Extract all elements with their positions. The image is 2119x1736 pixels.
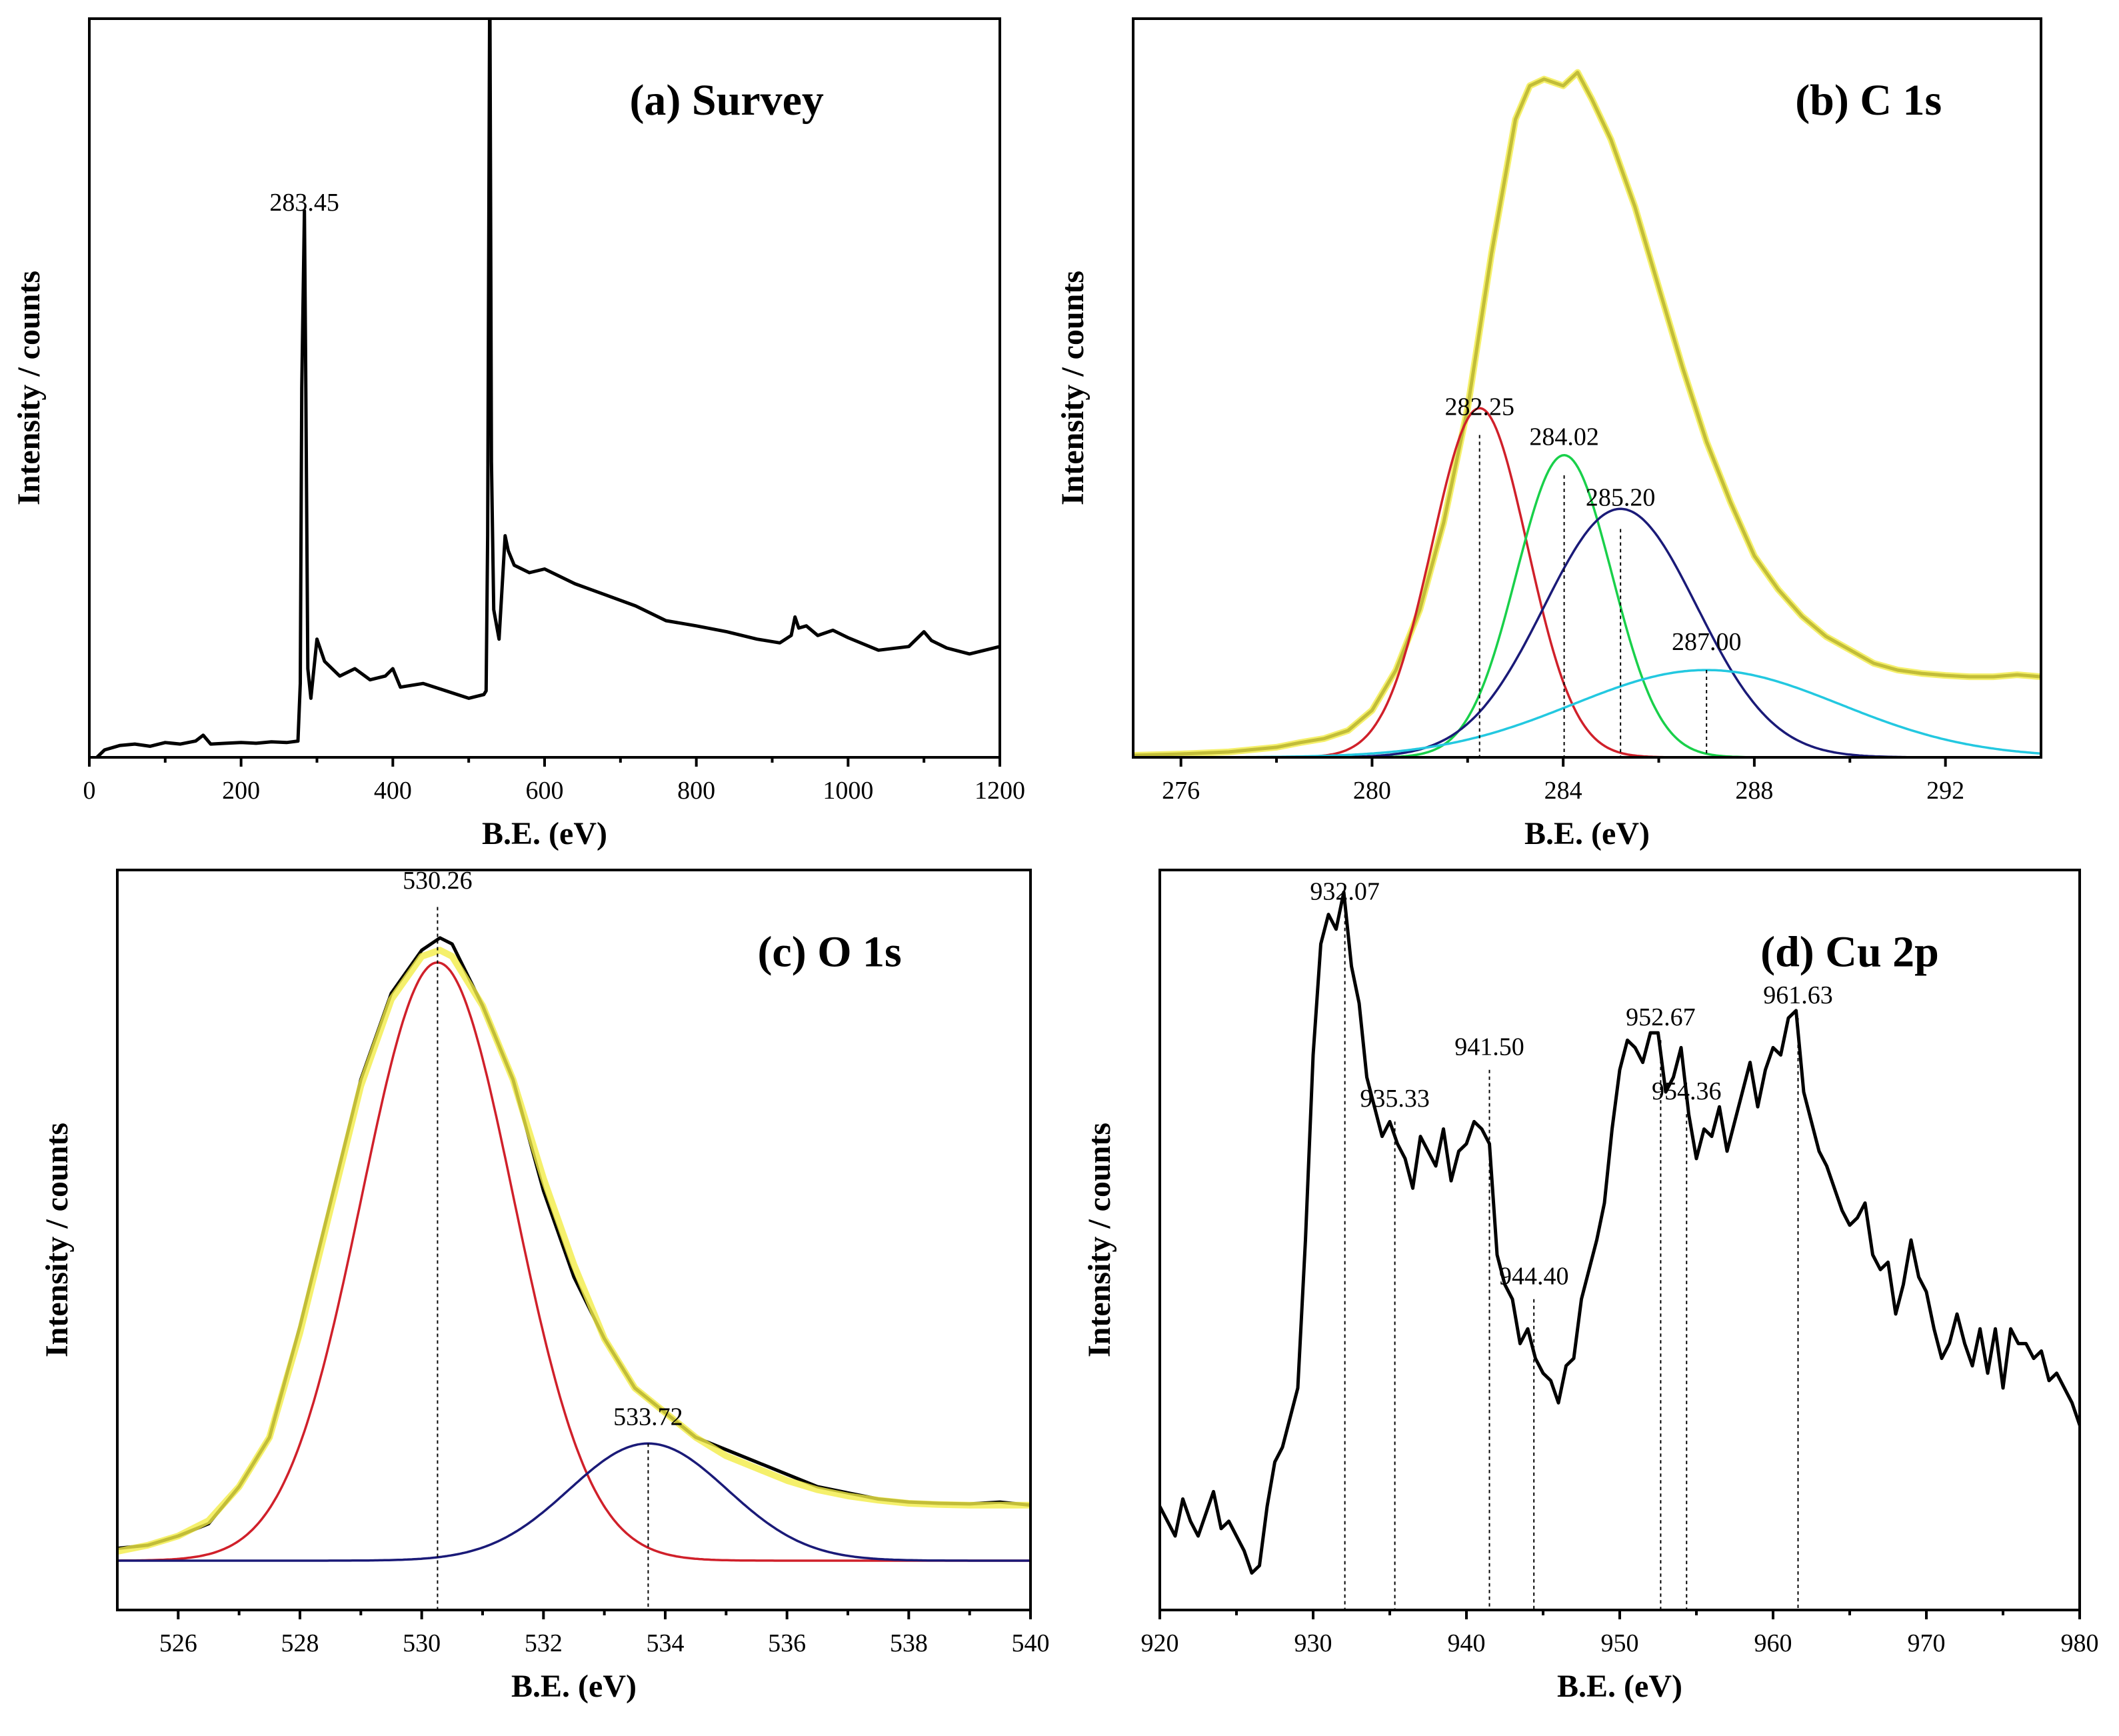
x-axis-title: B.E. (eV) [482,816,607,851]
peak-label: 944.40 [1499,1263,1569,1291]
x-tick-label: 534 [647,1629,685,1657]
y-axis-title: Intensity / counts [11,271,47,505]
series-line-peak2 [1133,453,2041,757]
x-tick-label: 960 [1754,1629,1792,1657]
plot-frame [116,869,1032,1611]
series-group [1133,69,2041,757]
x-tick-label: 920 [1141,1629,1179,1657]
peak-label: 284.02 [1529,423,1599,451]
series-line-survey [94,19,1000,757]
x-tick-label: 292 [1926,777,1964,805]
series-group [117,936,1031,1562]
plot-frame [1132,17,2042,759]
y-axis-title: Intensity / counts [1082,1123,1117,1357]
x-tick-label: 0 [83,777,96,805]
peak-label: 932.07 [1310,877,1380,905]
x-tick-label: 930 [1294,1629,1332,1657]
x-tick-label: 538 [890,1629,928,1657]
x-tick-label: 400 [374,777,412,805]
x-tick-label: 280 [1353,777,1391,805]
y-axis-title: Intensity / counts [39,1123,75,1357]
peak-label: 282.25 [1444,393,1514,421]
series-line-peak1 [117,961,1031,1562]
x-axis-title: B.E. (eV) [1557,1669,1682,1704]
peak-label: 961.63 [1763,981,1833,1009]
x-tick-label: 980 [2061,1629,2099,1657]
x-axis-title: B.E. (eV) [511,1669,637,1704]
peak-label: 287.00 [1672,628,1742,656]
x-tick-label: 970 [1908,1629,1946,1657]
peak-label: 285.20 [1586,483,1656,511]
peak-label: 530.26 [403,867,473,895]
x-tick-label: 950 [1601,1629,1639,1657]
peak-label: 954.36 [1652,1077,1722,1105]
peak-label: 283.45 [269,189,339,217]
x-tick-label: 526 [159,1629,197,1657]
peak-label: 952.67 [1626,1003,1696,1031]
plot-frame [1158,869,2081,1611]
series-line-peak3 [1133,507,2041,757]
x-tick-label: 284 [1544,777,1582,805]
panel-title: (b) C 1s [1795,76,1942,125]
panel-b: 276 280 284 288 292 B.E. (eV) Intensity / coun… [1055,17,2042,851]
panel-d: 920 930 940 950 960 970 980 B.E. (eV) Intensity … [1082,869,2099,1704]
x-tick-label: 940 [1448,1629,1486,1657]
x-tick-label: 528 [281,1629,319,1657]
x-tick-label: 200 [222,777,260,805]
x-axis-title: B.E. (eV) [1524,816,1650,851]
x-tick-label: 540 [1012,1629,1050,1657]
panel-title: (c) O 1s [757,927,901,976]
x-tick-label: 288 [1735,777,1773,805]
series-group [94,19,1000,757]
x-tick-label: 276 [1162,777,1200,805]
panel-a: 0 200 400 600 800 1000 1200 B.E. (eV) Intensity … [11,17,1025,851]
panel-title: (a) Survey [629,76,823,125]
series-line-peak4 [1133,669,2041,757]
peak-label: 941.50 [1454,1033,1524,1061]
series-group [1160,890,2080,1575]
series-line-fit [1133,69,2041,757]
x-tick-label: 530 [403,1629,441,1657]
series-line-fit [117,947,1031,1555]
series-line-raw [1160,890,2080,1575]
x-tick-label: 800 [677,777,715,805]
series-line-peak1 [1133,407,2041,757]
plot-frame [88,17,1001,759]
peak-label: 935.33 [1360,1085,1430,1113]
panel-c: 526 528 530 532 534 536 538 540 B.E. (eV) Intensi… [39,867,1050,1704]
x-tick-label: 1000 [823,777,873,805]
x-tick-label: 536 [768,1629,806,1657]
x-tick-label: 1200 [975,777,1025,805]
peak-label: 533.72 [613,1403,683,1431]
series-line-raw [1133,71,2041,757]
x-tick-label: 600 [526,777,564,805]
x-tick-label: 532 [525,1629,563,1657]
panel-title: (d) Cu 2p [1760,927,1939,976]
y-axis-title: Intensity / counts [1055,271,1090,505]
series-line-peak2 [117,1442,1031,1562]
